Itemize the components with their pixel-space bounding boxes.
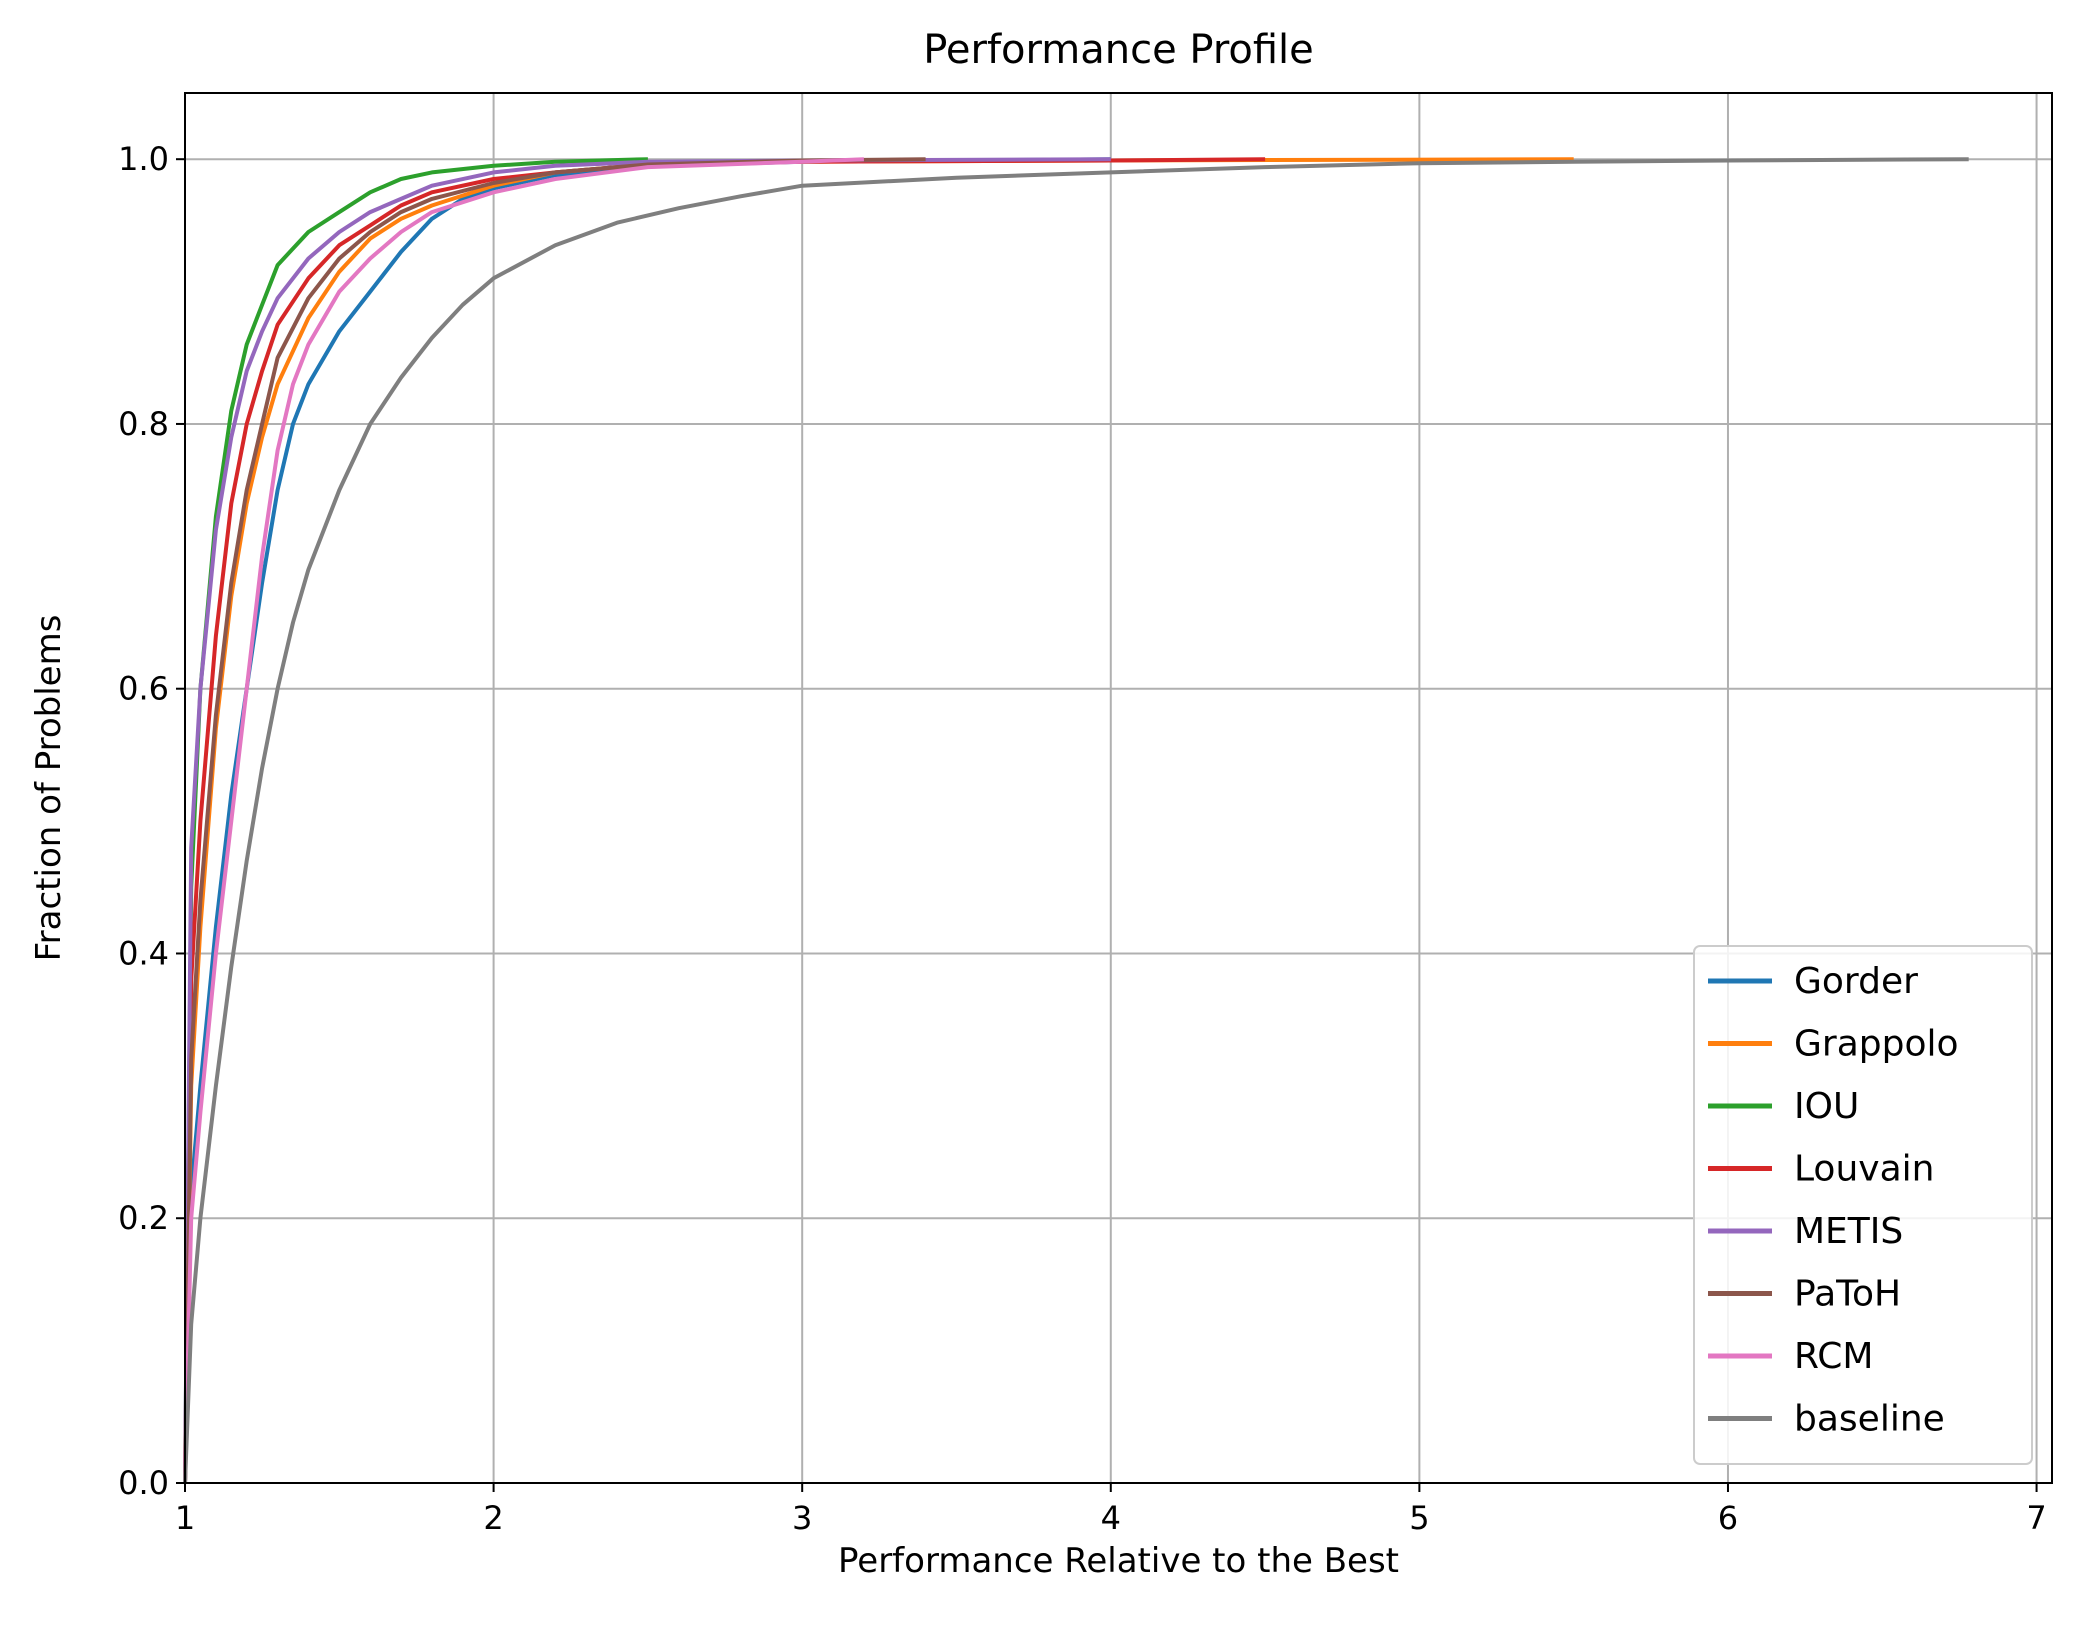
x-tick-label: 1 [175, 1499, 195, 1537]
x-tick-label: 7 [2026, 1499, 2046, 1537]
y-tick-label: 0.4 [118, 934, 169, 972]
x-tick-label: 3 [792, 1499, 812, 1537]
y-tick-label: 0.0 [118, 1464, 169, 1502]
legend-label-rcm: RCM [1794, 1336, 1873, 1377]
legend-label-louvain: Louvain [1794, 1149, 1934, 1190]
legend-label-grappolo: Grappolo [1794, 1024, 1959, 1065]
x-tick-label: 6 [1718, 1499, 1738, 1537]
series-line-gorder [183, 157, 1111, 1484]
legend-label-gorder: Gorder [1794, 961, 1918, 1002]
x-tick-label: 4 [1101, 1499, 1121, 1537]
series-line-patoh [183, 157, 926, 1484]
y-tick-label: 0.8 [118, 405, 169, 443]
y-tick-label: 0.2 [118, 1199, 169, 1237]
series-line-rcm [183, 157, 864, 1484]
x-axis-label: Performance Relative to the Best [838, 1541, 1399, 1581]
legend-label-iou: IOU [1794, 1086, 1859, 1127]
y-axis-label: Fraction of Problems [29, 615, 69, 962]
series-line-metis [183, 157, 1111, 1484]
x-tick-label: 5 [1409, 1499, 1429, 1537]
legend-label-patoh: PaToH [1794, 1274, 1901, 1315]
series-line-baseline [183, 157, 1969, 1484]
y-tick-label: 0.6 [118, 670, 169, 708]
plot-frame [184, 92, 2053, 1484]
x-tick-label: 2 [483, 1499, 503, 1537]
chart-title: Performance Profile [923, 27, 1314, 73]
legend-box [1693, 945, 2033, 1465]
legend-label-baseline: baseline [1794, 1399, 1945, 1440]
y-tick-label: 1.0 [118, 140, 169, 178]
axis-ticks: 1 2 3 4 5 6 7 0.0 0.2 0.4 0.6 0.8 1.0 [118, 140, 2047, 1537]
legend-label-metis: METIS [1794, 1211, 1903, 1252]
legend: Gorder Grappolo IOU Louvain METIS PaToH RCM bas… [1693, 945, 2033, 1465]
series-lines [183, 157, 1969, 1484]
